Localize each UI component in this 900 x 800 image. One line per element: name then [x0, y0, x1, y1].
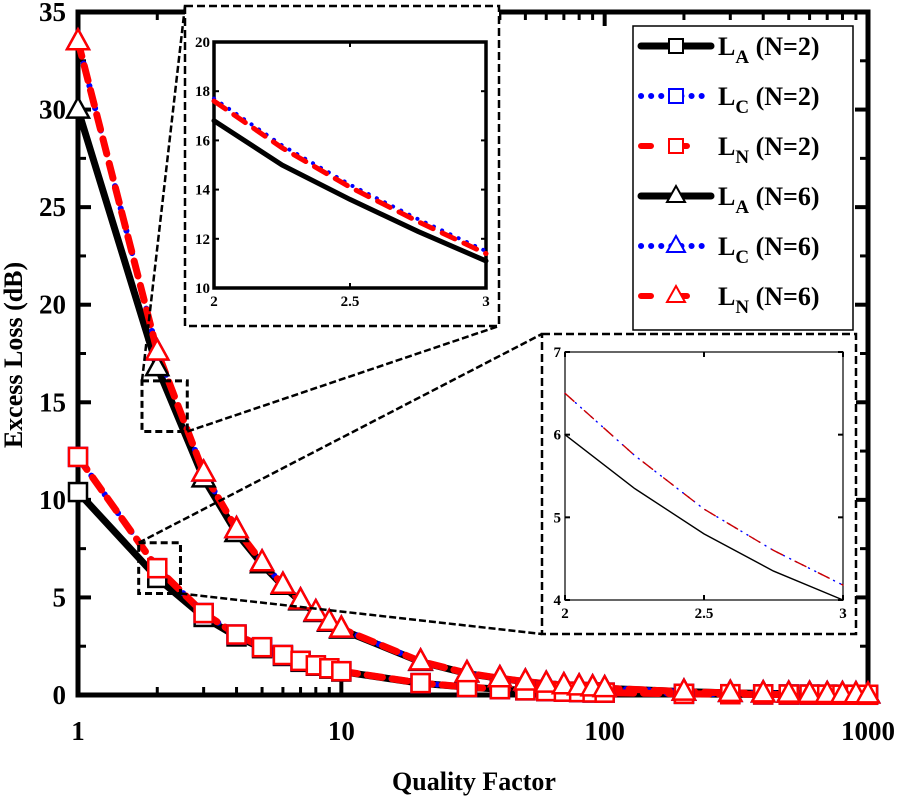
- data-point-triangle: [486, 663, 513, 688]
- legend-label: LC (N=6): [718, 232, 820, 268]
- data-point-triangle: [407, 646, 434, 671]
- inset-x-tick-label: 2: [210, 294, 218, 310]
- legend-label: LC (N=2): [718, 82, 820, 118]
- data-point-triangle: [814, 679, 841, 704]
- data-point-triangle: [750, 678, 777, 703]
- data-point-triangle: [591, 673, 618, 698]
- data-point-square: [193, 602, 214, 624]
- data-point-triangle: [453, 658, 481, 683]
- data-point-triangle: [775, 679, 802, 703]
- x-tick-label: 100: [584, 716, 625, 746]
- legend-label: LN (N=2): [718, 132, 820, 168]
- legend-marker-square: [668, 138, 684, 154]
- y-axis-title: Excess Loss (dB): [0, 262, 28, 448]
- data-point-square: [410, 672, 431, 694]
- data-point-square: [67, 481, 89, 503]
- inset-series-line: [564, 392, 844, 586]
- y-tick-label: 35: [39, 0, 66, 27]
- legend-marker-triangle: [665, 283, 687, 303]
- legend-marker-triangle: [665, 233, 687, 253]
- inset-y-tick-label: 18: [195, 84, 210, 100]
- insets: 10 12 14 16 18 20 2 2.5 3 4 5 6 7 2 2.5 3: [183, 4, 858, 636]
- y-tick-label: 30: [39, 95, 66, 125]
- data-point-triangle: [64, 26, 92, 51]
- data-point-triangle: [670, 677, 698, 701]
- legend-label: LA (N=2): [718, 32, 820, 68]
- zoom-region-box: [140, 379, 189, 434]
- inset-y-tick-label: 10: [195, 281, 210, 297]
- data-point-triangle: [64, 94, 92, 119]
- data-point-triangle: [248, 547, 276, 572]
- zoom-guides: [137, 5, 543, 636]
- data-point-triangle: [512, 666, 539, 691]
- inset-y-tick-label: 14: [195, 183, 211, 199]
- data-point-square: [272, 644, 294, 666]
- inset-n6: 10 12 14 16 18 20 2 2.5 3: [183, 4, 501, 328]
- legend-marker-square: [668, 88, 684, 104]
- data-point-triangle: [796, 679, 823, 704]
- inset-y-tick-label: 4: [554, 593, 562, 609]
- inset-y-tick-label: 12: [195, 232, 210, 248]
- x-tick-label: 1: [71, 716, 85, 746]
- y-tick-label: 10: [39, 485, 66, 515]
- x-tick-label: 1000: [841, 716, 895, 746]
- data-point-triangle: [144, 336, 171, 361]
- inset-series-line: [564, 433, 844, 601]
- zoom-guide-line: [186, 324, 500, 433]
- inset-y-tick-label: 16: [195, 133, 211, 149]
- inset-frame: [212, 40, 488, 290]
- data-point-square: [147, 557, 168, 579]
- inset-x-tick-label: 3: [839, 606, 847, 622]
- x-axis-title: Quality Factor: [392, 767, 556, 796]
- y-tick-label: 5: [53, 582, 67, 612]
- data-point-triangle: [854, 679, 882, 704]
- legend-label: LA (N=6): [718, 182, 820, 218]
- y-tick-label: 0: [53, 680, 67, 710]
- data-point-triangle: [717, 678, 744, 703]
- inset-series-line: [211, 118, 489, 264]
- inset-x-tick-label: 2: [561, 606, 569, 622]
- data-point-triangle: [316, 607, 343, 632]
- legend-marker-triangle: [665, 183, 687, 203]
- inset-y-tick-label: 20: [195, 35, 210, 51]
- data-point-triangle: [269, 570, 297, 594]
- data-point-square: [226, 624, 247, 645]
- inset-x-tick-label: 3: [482, 294, 490, 310]
- data-point-triangle: [287, 585, 314, 610]
- data-point-square: [331, 660, 352, 682]
- legend: LA (N=2) LC (N=2) LN (N=2) LA (N=6) LC (N=6)…: [632, 25, 854, 331]
- x-tick-label: 10: [328, 716, 355, 746]
- data-point-triangle: [144, 352, 171, 377]
- inset-frame: [564, 351, 844, 601]
- zoom-guide-line: [138, 332, 543, 544]
- zoom-guide-line: [140, 5, 187, 381]
- inset-series-line: [211, 98, 489, 257]
- inset-y-tick-label: 5: [554, 510, 562, 526]
- data-point-square: [67, 446, 89, 468]
- legend-marker-square: [668, 38, 684, 54]
- zoom-region-box: [137, 541, 182, 596]
- data-point-triangle: [533, 669, 560, 693]
- y-tick-label: 20: [39, 290, 66, 320]
- zoom-guide-line: [180, 592, 543, 636]
- inset-x-tick-label: 2.5: [341, 294, 360, 310]
- inset-x-tick-label: 2.5: [695, 606, 714, 622]
- data-point-triangle: [328, 614, 355, 638]
- legend-box: [632, 25, 854, 331]
- inset-y-tick-label: 6: [554, 428, 562, 444]
- data-point-square: [251, 636, 273, 658]
- data-point-triangle: [190, 457, 217, 482]
- legend-label: LN (N=6): [718, 282, 820, 318]
- y-tick-label: 25: [39, 192, 66, 222]
- inset-y-tick-label: 7: [554, 345, 562, 361]
- series-line-l-n-n-6-: [74, 37, 872, 698]
- y-tick-label: 15: [39, 387, 66, 417]
- inset-n2: 4 5 6 7 2 2.5 3: [540, 332, 858, 636]
- data-point-triangle: [223, 514, 250, 539]
- data-point-triangle: [550, 670, 577, 695]
